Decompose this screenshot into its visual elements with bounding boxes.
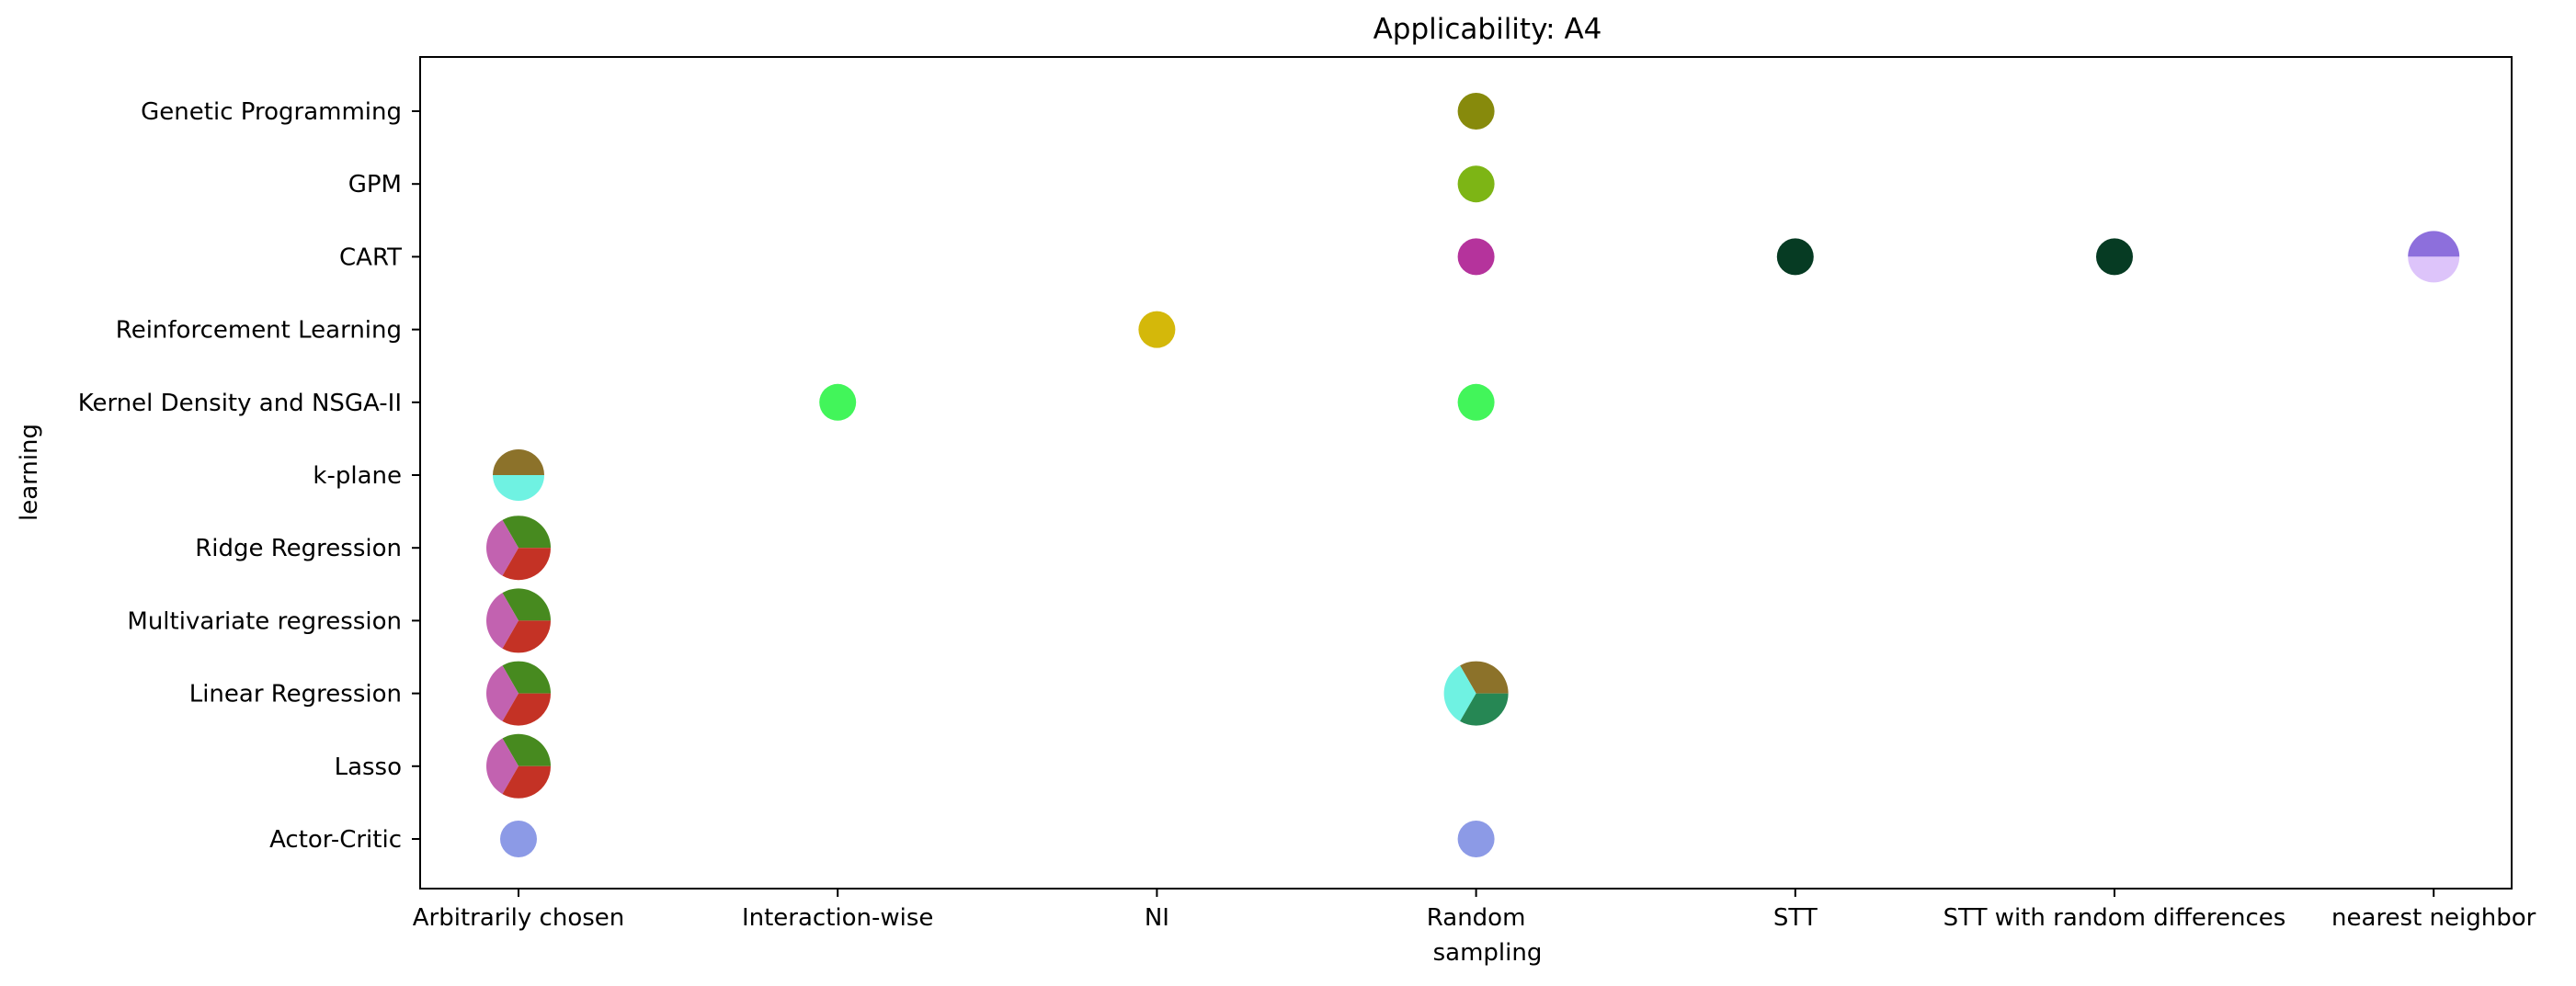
marker-slice [502,516,551,549]
marker-random-cart [1457,238,1495,276]
y-tick-label-ridge-regression: Ridge Regression [195,535,402,562]
marker-slice [502,548,551,581]
marker-slice [1138,311,1176,348]
marker-slice [1776,238,1814,276]
marker-slice [1457,238,1495,276]
marker-random-linear-regression [1443,661,1509,726]
x-tick-label-random: Random [1427,904,1526,932]
marker-slice [1460,693,1509,726]
marker-random-genetic-programming [1457,93,1495,130]
y-axis-label: learning [16,424,43,521]
y-tick-label-genetic-programming: Genetic Programming [141,98,402,126]
marker-nearest-neighbor-cart [2408,231,2460,283]
marker-slice [2408,231,2460,257]
x-tick-label-stt: STT [1773,904,1818,932]
marker-slice [486,738,519,795]
data-markers [486,93,2460,857]
marker-slice [1457,93,1495,130]
y-tick-label-linear-regression: Linear Regression [189,681,402,708]
x-axis-label: sampling [1433,939,1543,967]
marker-stt-cart [1776,238,1814,276]
y-tick-label-reinforcement-learning: Reinforcement Learning [116,317,402,345]
marker-random-actor-critic [1457,821,1495,857]
chart-title: Applicability: A4 [1373,13,1602,46]
marker-slice [500,821,537,857]
marker-arbitrarily-chosen-actor-critic [500,821,537,857]
marker-slice [1457,383,1495,421]
marker-slice [493,449,544,475]
marker-random-gpm [1457,165,1495,203]
marker-slice [1460,661,1509,694]
marker-slice [2096,238,2133,276]
marker-arbitrarily-chosen-k-plane [493,449,544,501]
marker-slice [1457,821,1495,857]
y-tick-label-multivariate-regression: Multivariate regression [127,607,402,635]
marker-slice [502,661,551,694]
marker-arbitrarily-chosen-multivariate-regression [486,588,551,653]
plot-area-frame [419,56,2513,890]
marker-interaction-wise-kernel-density-and-nsga-ii [819,383,857,421]
x-tick-label-interaction-wise: Interaction-wise [742,904,933,932]
marker-stt-with-random-differences-cart [2096,238,2133,276]
marker-slice [1457,165,1495,203]
marker-slice [486,519,519,576]
marker-ni-reinforcement-learning [1138,311,1176,348]
marker-slice [2408,256,2460,283]
x-tick-label-stt-with-random-differences: STT with random differences [1943,904,2286,932]
marker-arbitrarily-chosen-lasso [486,733,551,799]
marker-slice [502,620,551,653]
y-axis: Actor-Critic Lasso Linear Regression Multiv… [78,98,420,854]
marker-slice [819,383,857,421]
x-tick-label-ni: NI [1145,904,1169,932]
marker-slice [502,693,551,726]
marker-slice [486,593,519,649]
marker-slice [1443,665,1476,721]
y-tick-label-actor-critic: Actor-Critic [269,826,402,854]
x-tick-label-arbitrarily-chosen: Arbitrarily chosen [413,904,625,932]
marker-slice [502,733,551,766]
y-tick-label-k-plane: k-plane [313,462,402,490]
x-tick-label-nearest-neighbor: nearest neighbor [2331,904,2536,932]
y-tick-label-kernel-density-and-nsga-ii: Kernel Density and NSGA-II [78,390,402,417]
y-tick-label-cart: CART [339,244,402,271]
marker-arbitrarily-chosen-linear-regression [486,661,551,726]
marker-random-kernel-density-and-nsga-ii [1457,383,1495,421]
marker-slice [502,765,551,799]
marker-slice [493,475,544,501]
y-tick-label-lasso: Lasso [335,754,402,781]
y-tick-label-gpm: GPM [348,171,402,198]
marker-slice [486,665,519,721]
marker-slice [502,588,551,621]
marker-arbitrarily-chosen-ridge-regression [486,516,551,581]
x-axis: Arbitrarily chosen Interaction-wise NI Rand… [413,889,2536,932]
